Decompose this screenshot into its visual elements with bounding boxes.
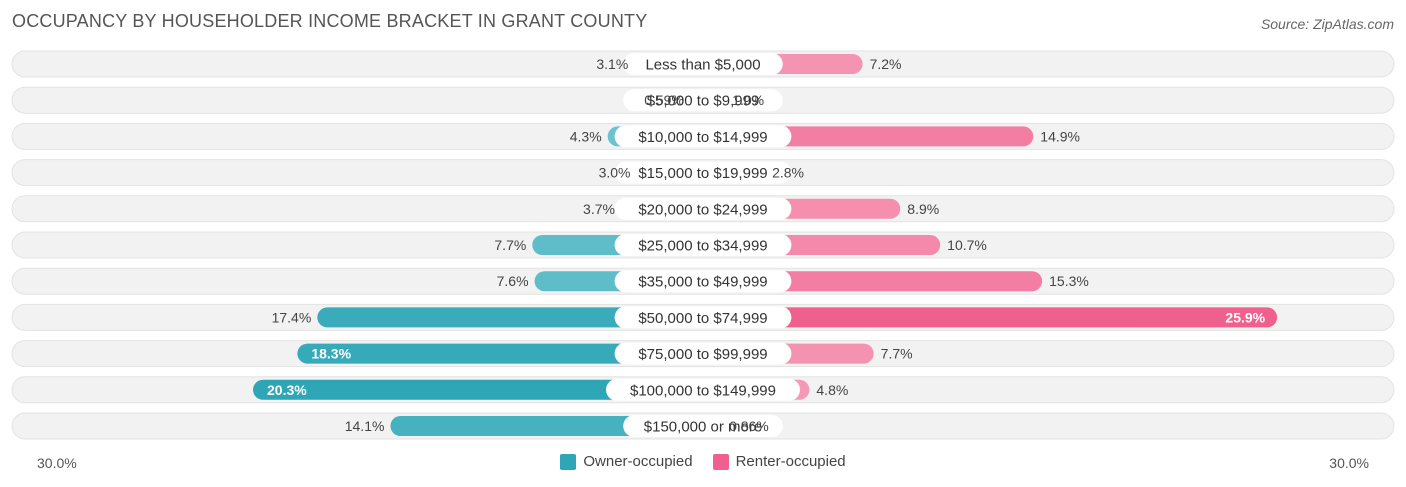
owner-bar <box>317 307 703 328</box>
category-label: $75,000 to $99,999 <box>638 346 767 363</box>
owner-value-label: 7.6% <box>497 273 529 289</box>
axis-label-right: 30.0% <box>1329 455 1369 471</box>
table-row[interactable]: $50,000 to $74,999 17.4% 25.9% <box>11 303 1395 331</box>
legend-label-owner: Owner-occupied <box>583 453 693 470</box>
table-row[interactable]: $15,000 to $19,999 3.0% 2.8% <box>11 159 1395 187</box>
owner-value-label: 7.7% <box>494 237 526 253</box>
legend: Owner-occupied Renter-occupied <box>0 453 1406 470</box>
legend-item-renter[interactable]: Renter-occupied <box>712 453 846 470</box>
category-label: $50,000 to $74,999 <box>638 310 767 327</box>
category-label-bg <box>623 415 783 437</box>
owner-value-label: 3.7% <box>583 201 615 217</box>
table-row[interactable]: Less than $5,000 3.1% 7.2% <box>11 50 1395 78</box>
renter-value-label: 2.8% <box>772 165 804 181</box>
category-label-bg <box>614 306 792 329</box>
table-row[interactable]: $35,000 to $49,999 7.6% 15.3% <box>11 267 1395 295</box>
category-label: $10,000 to $14,999 <box>638 129 767 146</box>
owner-value-label: 0.59% <box>644 92 684 108</box>
table-row[interactable]: $10,000 to $14,999 4.3% 14.9% <box>11 122 1395 150</box>
owner-value-label: 20.3% <box>267 382 307 398</box>
renter-value-label: 4.8% <box>816 382 848 398</box>
category-label: $15,000 to $19,999 <box>638 165 767 182</box>
owner-value-label: 17.4% <box>272 309 312 325</box>
table-row[interactable]: $150,000 or more 14.1% 0.86% <box>11 412 1395 440</box>
category-label-bg <box>614 234 792 256</box>
category-label-bg <box>614 342 792 365</box>
category-label: Less than $5,000 <box>645 57 760 74</box>
category-label-bg <box>623 89 783 112</box>
renter-value-label: 8.9% <box>907 201 939 217</box>
axis-label-left: 30.0% <box>37 455 77 471</box>
owner-value-label: 18.3% <box>311 346 351 362</box>
owner-bar <box>253 379 703 400</box>
legend-swatch-renter <box>712 453 729 470</box>
renter-value-label: 25.9% <box>1225 309 1265 325</box>
table-row[interactable]: $20,000 to $24,999 3.7% 8.9% <box>11 195 1395 223</box>
table-row[interactable]: $75,000 to $99,999 18.3% 7.7% <box>11 340 1395 368</box>
renter-value-label: 1.0% <box>732 92 764 108</box>
category-label: $5,000 to $9,999 <box>647 93 760 110</box>
category-label: $150,000 or more <box>644 419 762 436</box>
category-label-bg <box>614 197 792 220</box>
table-row[interactable]: $100,000 to $149,999 20.3% 4.8% <box>11 376 1395 404</box>
category-label: $35,000 to $49,999 <box>638 274 767 291</box>
category-label-bg <box>623 53 783 75</box>
renter-value-label: 0.86% <box>729 418 769 434</box>
renter-value-label: 15.3% <box>1049 273 1089 289</box>
owner-bar <box>297 343 703 364</box>
chart-source: Source: ZipAtlas.com <box>1260 16 1394 32</box>
category-label-bg <box>614 270 792 293</box>
table-row[interactable]: $25,000 to $34,999 7.7% 10.7% <box>11 231 1395 259</box>
category-label-bg <box>614 125 792 148</box>
renter-value-label: 7.7% <box>881 346 913 362</box>
legend-item-owner[interactable]: Owner-occupied <box>560 453 693 470</box>
renter-value-label: 10.7% <box>947 237 987 253</box>
chart-title: OCCUPANCY BY HOUSEHOLDER INCOME BRACKET … <box>12 11 648 31</box>
category-label: $25,000 to $34,999 <box>638 238 767 255</box>
category-label-bg <box>606 378 800 401</box>
owner-value-label: 3.1% <box>596 56 628 72</box>
legend-label-renter: Renter-occupied <box>735 453 846 470</box>
owner-value-label: 14.1% <box>345 418 385 434</box>
legend-swatch-owner <box>560 453 577 470</box>
renter-bar <box>703 307 1278 328</box>
renter-value-label: 7.2% <box>870 56 902 72</box>
chart-area: Less than $5,000 3.1% 7.2% $5,000 to $9,999… <box>11 50 1395 440</box>
owner-value-label: 3.0% <box>599 165 631 181</box>
category-label: $20,000 to $24,999 <box>638 201 767 218</box>
owner-value-label: 4.3% <box>570 128 602 144</box>
category-label-bg <box>614 161 792 184</box>
renter-value-label: 14.9% <box>1040 128 1080 144</box>
category-label: $100,000 to $149,999 <box>630 382 776 399</box>
